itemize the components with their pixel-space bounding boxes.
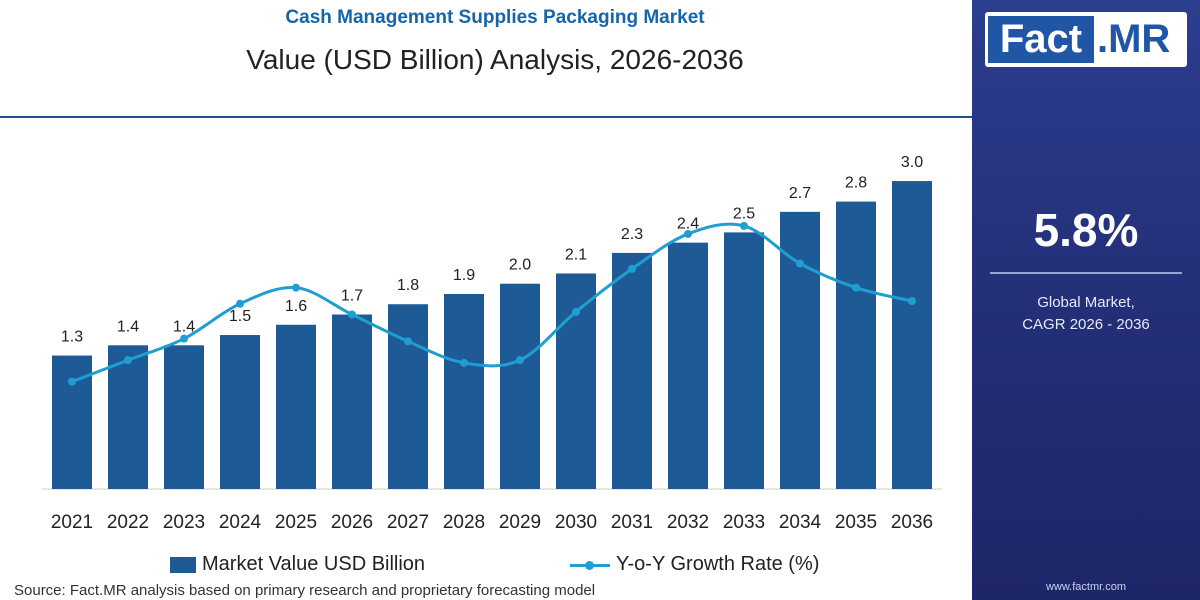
bar-value-label-2034: 2.7 (789, 185, 811, 202)
bar-2024 (220, 335, 260, 489)
chart-legend: Market Value USD Billion Y-o-Y Growth Ra… (0, 553, 972, 579)
x-tick-label-2027: 2027 (387, 512, 429, 533)
bar-value-label-2023: 1.4 (173, 318, 195, 335)
bar-value-label-2024: 1.5 (229, 308, 251, 325)
bar-2025 (276, 324, 316, 489)
bar-value-label-2028: 1.9 (453, 267, 475, 284)
bar-value-label-2025: 1.6 (285, 298, 307, 315)
bar-2023 (164, 345, 204, 489)
growth-point-2024 (236, 299, 244, 308)
bar-2032 (668, 242, 708, 489)
x-tick-label-2028: 2028 (443, 512, 485, 533)
logo-fact-text: Fact (988, 16, 1094, 63)
bar-2035 (836, 201, 876, 489)
growth-point-2031 (628, 264, 636, 273)
x-tick-label-2029: 2029 (499, 512, 541, 533)
bar-value-label-2021: 1.3 (61, 329, 83, 346)
title-divider (0, 116, 972, 118)
x-tick-label-2025: 2025 (275, 512, 317, 533)
x-tick-label-2024: 2024 (219, 512, 262, 533)
bar-value-label-2032: 2.4 (677, 216, 699, 233)
x-tick-label-2022: 2022 (107, 512, 149, 533)
x-tick-label-2023: 2023 (163, 512, 205, 533)
cagr-label: Global Market, CAGR 2026 - 2036 (972, 292, 1200, 336)
bar-value-label-2033: 2.5 (733, 205, 755, 222)
growth-point-2027 (404, 337, 412, 346)
x-tick-label-2033: 2033 (723, 512, 765, 533)
bar-value-label-2030: 2.1 (565, 246, 587, 263)
x-tick-label-2032: 2032 (667, 512, 709, 533)
growth-point-2026 (348, 310, 356, 319)
bar-line-chart: 1.3 2021 1.4 2022 1.4 2023 1.5 2024 1.6 2025 1.7 20… (42, 154, 942, 533)
growth-point-2036 (908, 297, 916, 306)
bar-value-label-2022: 1.4 (117, 318, 139, 335)
cagr-value: 5.8% (1033, 204, 1139, 256)
source-note: Source: Fact.MR analysis based on primar… (14, 582, 596, 599)
legend-line-swatch (570, 557, 610, 573)
bar-2026 (332, 314, 372, 489)
bar-2036 (892, 181, 932, 489)
bar-2030 (556, 273, 596, 489)
chart-subtitle: Value (USD Billion) Analysis, 2026-2036 (246, 44, 744, 75)
growth-rate-line (71, 222, 913, 384)
growth-point-2030 (572, 307, 580, 316)
x-tick-label-2034: 2034 (779, 512, 822, 533)
x-tick-label-2035: 2035 (835, 512, 877, 533)
bar-value-label-2027: 1.8 (397, 277, 419, 294)
legend-bar-swatch (170, 556, 196, 573)
growth-point-2032 (684, 229, 692, 238)
x-tick-label-2026: 2026 (331, 512, 373, 533)
x-tick-label-2021: 2021 (51, 512, 93, 533)
growth-point-2034 (796, 259, 804, 268)
growth-point-2029 (516, 356, 524, 365)
bar-2029 (500, 283, 540, 489)
x-tick-label-2030: 2030 (555, 512, 597, 533)
x-tick-label-2036: 2036 (891, 512, 933, 533)
growth-point-2028 (460, 358, 468, 367)
legend-label-growth-rate: Y-o-Y Growth Rate (%) (616, 553, 820, 575)
bar-2028 (444, 293, 484, 489)
growth-point-2025 (292, 283, 300, 292)
factmr-logo[interactable]: Fact .MR (985, 12, 1187, 67)
bar-value-label-2031: 2.3 (621, 226, 643, 243)
bar-2022 (108, 345, 148, 489)
bar-value-label-2029: 2.0 (509, 257, 531, 274)
growth-point-2021 (68, 377, 76, 386)
side-panel: Fact .MR 5.8% Global Market, CAGR 2026 -… (972, 0, 1200, 600)
bar-2027 (388, 304, 428, 489)
cagr-label-line1: Global Market, (1037, 294, 1135, 311)
bar-2033 (724, 232, 764, 489)
bar-value-label-2036: 3.0 (901, 154, 923, 171)
website-text[interactable]: www.factmr.com (1045, 581, 1127, 593)
legend-label-market-value: Market Value USD Billion (202, 553, 426, 575)
growth-point-2022 (124, 356, 132, 365)
bar-2031 (612, 252, 652, 489)
legend-item-market-value: Market Value USD Billion (170, 553, 425, 576)
growth-point-2033 (740, 221, 748, 230)
chart-title: Cash Management Supplies Packaging Marke… (285, 7, 705, 28)
logo-mr-text: .MR (1097, 17, 1171, 61)
cagr-divider (990, 272, 1182, 274)
cagr-label-line2: CAGR 2026 - 2036 (1022, 316, 1150, 333)
x-tick-label-2031: 2031 (611, 512, 653, 533)
legend-line-marker (585, 560, 594, 570)
bar-value-label-2035: 2.8 (845, 175, 867, 192)
bar-value-label-2026: 1.7 (341, 288, 363, 305)
legend-item-growth-rate: Y-o-Y Growth Rate (%) (570, 553, 819, 576)
bar-2034 (780, 211, 820, 489)
growth-point-2023 (180, 334, 188, 343)
growth-point-2035 (852, 283, 860, 292)
